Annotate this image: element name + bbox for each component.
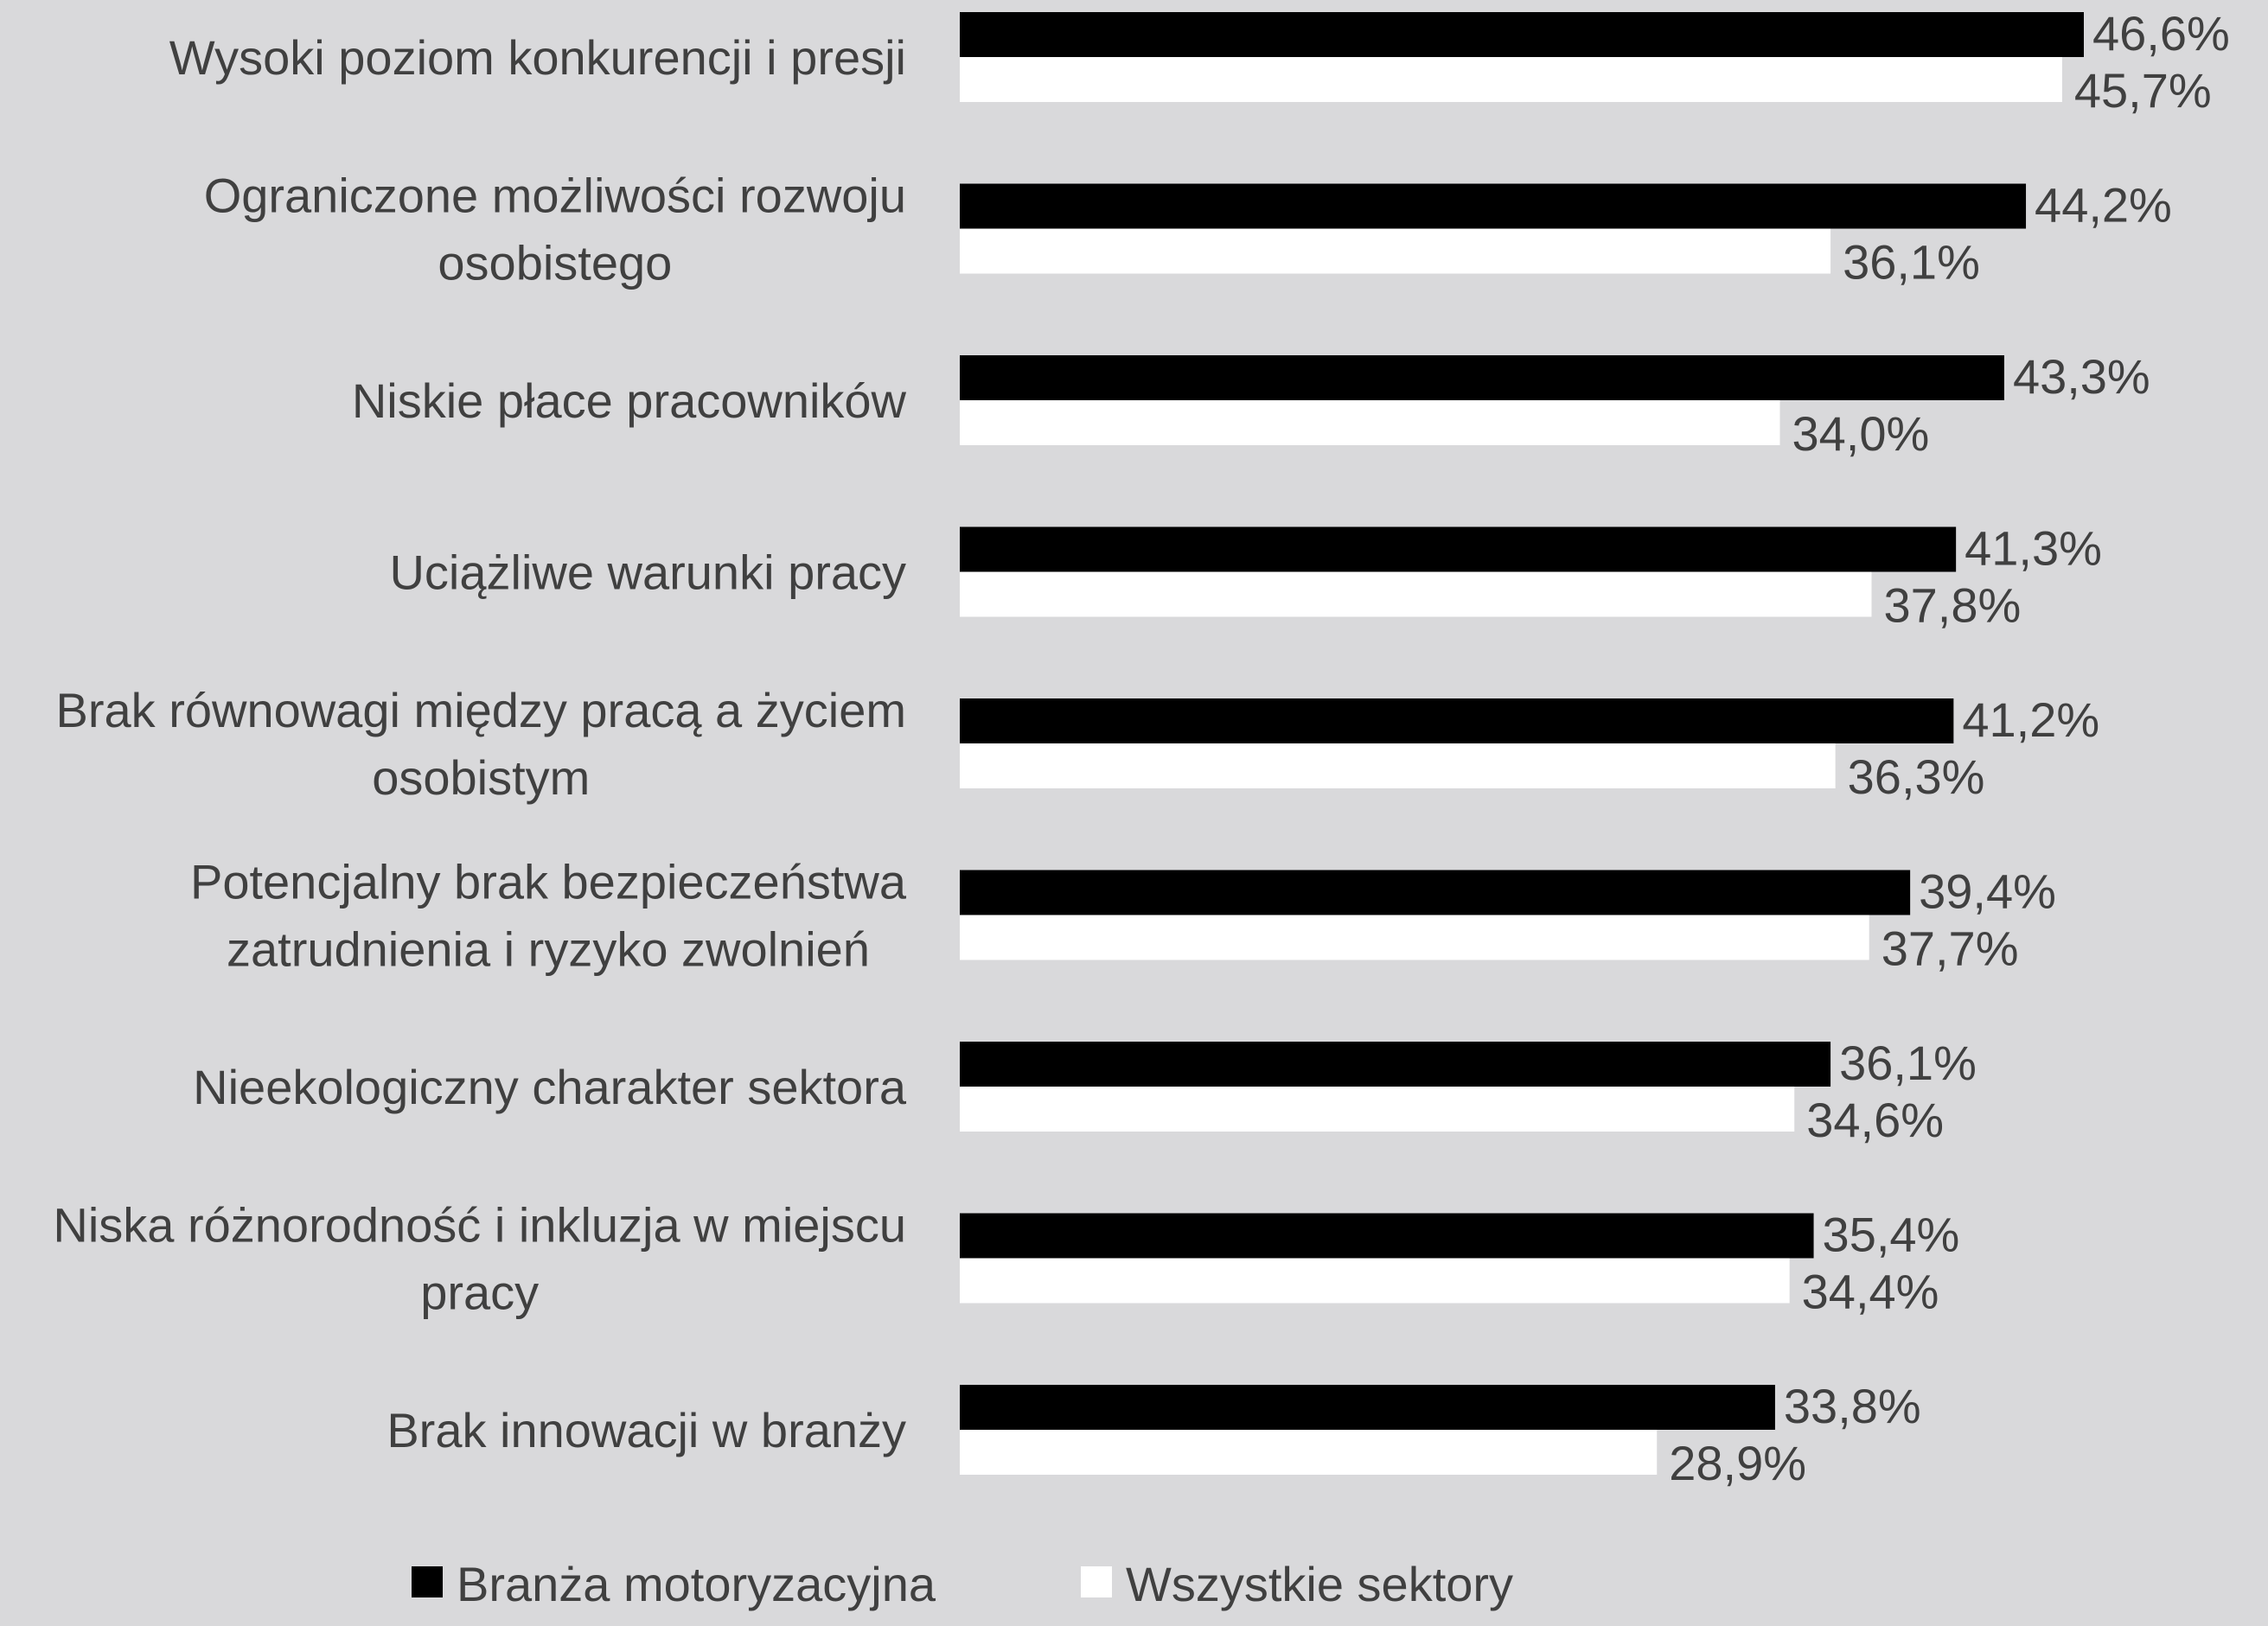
bar-all-sectors-2: [960, 400, 1780, 445]
bar-all-sectors-4: [960, 743, 1836, 788]
bar-automotive-5: [960, 870, 1911, 915]
category-labels: Wysoki poziom konkurencji i presji Ograni…: [53, 30, 906, 1457]
value-label-all-sectors-8: 28,9%: [1669, 1436, 1806, 1490]
value-label-automotive-5: 39,4%: [1919, 864, 2056, 919]
legend-label-automotive: Branża motoryzacyjna: [457, 1557, 936, 1611]
value-label-automotive-6: 36,1%: [1839, 1036, 1977, 1090]
bar-all-sectors-8: [960, 1430, 1658, 1475]
value-label-automotive-0: 46,6%: [2092, 6, 2230, 61]
value-label-automotive-3: 41,3%: [1965, 521, 2102, 576]
value-label-all-sectors-6: 34,6%: [1806, 1093, 1944, 1147]
bar-automotive-8: [960, 1385, 1775, 1430]
bar-automotive-3: [960, 526, 1957, 572]
category-label-7-line-0: Niska różnorodność i inkluzja w miejscu: [53, 1198, 906, 1253]
bar-all-sectors-6: [960, 1087, 1795, 1132]
category-label-6: Nieekologiczny charakter sektora: [193, 1060, 907, 1114]
category-label-3: Uciążliwe warunki pracy: [389, 545, 906, 600]
bar-all-sectors-1: [960, 228, 1831, 274]
bar-automotive-1: [960, 183, 2027, 229]
value-label-all-sectors-5: 37,7%: [1881, 921, 2019, 976]
category-label-4-line-0: Brak równowagi między pracą a życiem: [56, 683, 906, 737]
legend-label-all-sectors: Wszystkie sektory: [1126, 1557, 1513, 1611]
value-label-all-sectors-7: 34,4%: [1802, 1265, 1939, 1319]
value-label-automotive-1: 44,2%: [2035, 178, 2172, 233]
category-label-1-line-0: Ograniczone możliwości rozwoju: [204, 169, 906, 223]
bars: [960, 12, 2084, 1475]
bar-automotive-0: [960, 12, 2084, 57]
bar-all-sectors-5: [960, 915, 1869, 960]
legend-swatch-all-sectors: [1081, 1566, 1112, 1597]
bar-automotive-2: [960, 355, 2004, 400]
value-label-all-sectors-1: 36,1%: [1843, 235, 1980, 290]
legend: Branża motoryzacyjna Wszystkie sektory: [412, 1557, 1513, 1611]
value-label-automotive-4: 41,2%: [1962, 692, 2099, 747]
bar-all-sectors-0: [960, 57, 2062, 102]
value-label-automotive-2: 43,3%: [2013, 349, 2150, 404]
category-label-2: Niskie płace pracowników: [352, 373, 907, 428]
legend-swatch-automotive: [412, 1566, 443, 1597]
category-label-0: Wysoki poziom konkurencji i presji: [169, 30, 906, 85]
value-label-automotive-8: 33,8%: [1784, 1379, 1921, 1433]
bar-all-sectors-3: [960, 571, 1872, 617]
value-label-automotive-7: 35,4%: [1823, 1208, 1960, 1262]
bar-automotive-7: [960, 1213, 1814, 1259]
category-label-8: Brak innowacji w branży: [387, 1403, 906, 1457]
bar-automotive-6: [960, 1042, 1831, 1087]
category-label-5-line-0: Potencjalny brak bezpieczeństwa: [190, 855, 907, 909]
value-label-all-sectors-4: 36,3%: [1848, 749, 1985, 804]
value-labels: 46,6%45,7% 44,2% 36,1% 43,3% 34,0% 41,3%37,8%…: [1669, 6, 2230, 1490]
bar-automotive-4: [960, 698, 1954, 743]
category-label-7-line-1: pracy: [420, 1266, 539, 1320]
category-label-1-line-1: osobistego: [438, 236, 672, 290]
bar-all-sectors-7: [960, 1258, 1790, 1304]
value-label-all-sectors-0: 45,7%: [2074, 63, 2212, 118]
category-label-5-line-1: zatrudnienia i ryzyko zwolnień: [227, 922, 870, 977]
category-label-4-line-1: osobistym: [372, 750, 590, 805]
value-label-all-sectors-3: 37,8%: [1884, 578, 2022, 633]
value-label-all-sectors-2: 34,0%: [1792, 406, 1929, 461]
